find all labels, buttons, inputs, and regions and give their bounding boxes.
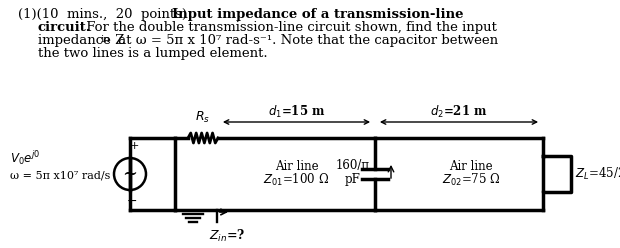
Text: $Z_L$=45/2 − j45 Ω: $Z_L$=45/2 − j45 Ω [575, 165, 620, 183]
Text: Air line: Air line [275, 159, 318, 173]
Text: For the double transmission-line circuit shown, find the input: For the double transmission-line circuit… [82, 21, 497, 34]
Text: $Z_{in}$=?: $Z_{in}$=? [209, 228, 245, 244]
Text: pF: pF [345, 174, 361, 186]
Text: at ω = 5π x 10⁷ rad-s⁻¹. Note that the capacitor between: at ω = 5π x 10⁷ rad-s⁻¹. Note that the c… [114, 34, 498, 47]
Text: $Z_{01}$=100 Ω: $Z_{01}$=100 Ω [264, 172, 330, 188]
Text: Air line: Air line [449, 159, 493, 173]
Text: $Z_{02}$=75 Ω: $Z_{02}$=75 Ω [441, 172, 500, 188]
Text: ~: ~ [123, 165, 138, 183]
Text: $d_1$=15 m: $d_1$=15 m [268, 104, 326, 120]
Text: impedance Z: impedance Z [38, 34, 125, 47]
Text: (1)(10  mins.,  20  points): (1)(10 mins., 20 points) [18, 8, 191, 21]
Text: −: − [126, 194, 137, 208]
Text: the two lines is a lumped element.: the two lines is a lumped element. [38, 47, 268, 60]
Text: ω = 5π x10⁷ rad/s: ω = 5π x10⁷ rad/s [10, 171, 110, 181]
Text: $d_2$=21 m: $d_2$=21 m [430, 104, 488, 120]
Text: in: in [101, 35, 111, 44]
Text: $R_s$: $R_s$ [195, 110, 211, 125]
Text: $V_0 e^{j0}$: $V_0 e^{j0}$ [10, 149, 40, 167]
Text: +: + [130, 141, 139, 151]
Text: circuit.: circuit. [38, 21, 92, 34]
Text: 160/π: 160/π [336, 158, 370, 172]
Text: Input impedance of a transmission-line: Input impedance of a transmission-line [172, 8, 464, 21]
